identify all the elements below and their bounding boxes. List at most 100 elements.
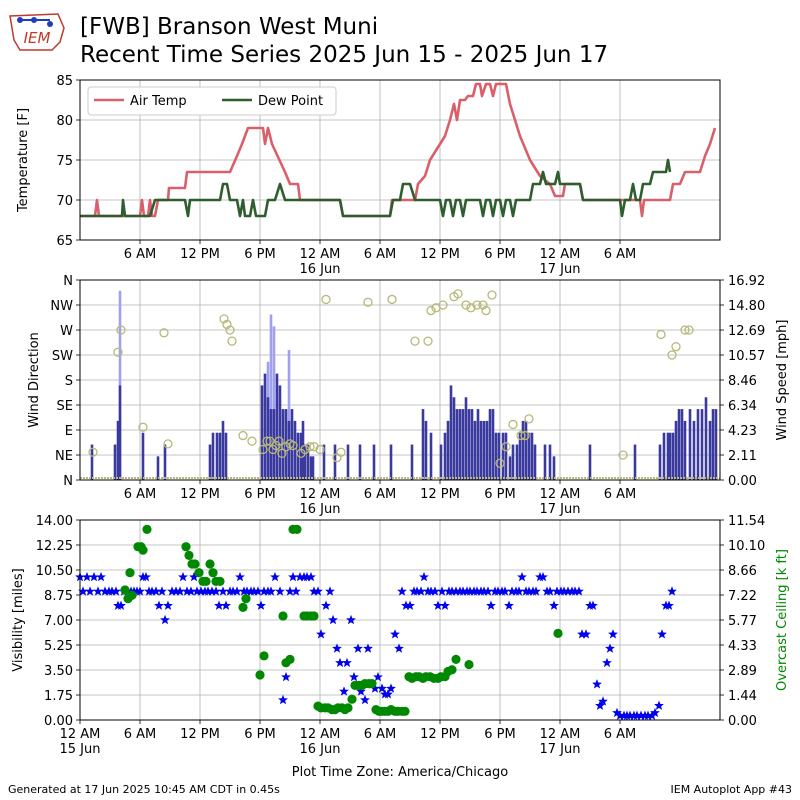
ceiling-dot	[278, 611, 288, 621]
visibility-star	[135, 586, 145, 596]
visibility-star	[390, 629, 400, 639]
visibility-star	[186, 586, 196, 596]
visibility-star	[664, 600, 674, 610]
wind-speed-bar	[287, 420, 291, 480]
ceiling-dot	[205, 559, 215, 569]
visibility-star	[514, 586, 524, 596]
wind-direction-point	[524, 414, 534, 424]
temp-legend	[87, 86, 337, 116]
wind-direction-point	[163, 439, 173, 449]
visibility-star	[171, 586, 181, 596]
y-tick-label: 85	[56, 74, 73, 89]
wind-speed-bar	[662, 432, 666, 480]
right-tick-label: 2.11	[728, 449, 757, 464]
visibility-star	[483, 586, 493, 596]
wind-speed-bar	[218, 432, 222, 480]
y-tick-label: 5.25	[44, 639, 73, 654]
visibility-star	[107, 586, 117, 596]
visibility-star	[342, 657, 352, 668]
logo-text: IEM	[24, 29, 51, 47]
y-tick-label: 0.00	[44, 714, 73, 729]
visibility-star	[157, 586, 167, 596]
wind-direction-point	[680, 325, 690, 335]
wind-speed-bar	[311, 456, 315, 480]
wind-direction-point	[481, 305, 491, 316]
wind-speed-bar	[211, 432, 215, 480]
visibility-star	[242, 586, 252, 596]
visibility-star	[147, 586, 157, 596]
wind-direction-point	[618, 450, 628, 460]
x-tick-label: 12 AM 17 Jun	[540, 247, 581, 277]
ceiling-dot	[343, 703, 353, 713]
visibility-axis-label: Visibility [miles]	[11, 568, 26, 671]
footer-app: IEM Autoplot App #43	[670, 783, 793, 796]
wind-speed-bar	[704, 397, 708, 480]
visibility-star	[313, 586, 323, 596]
visibility-star	[500, 586, 510, 596]
wind-speed-bar	[424, 420, 428, 480]
wind-speed-bar	[215, 432, 219, 480]
wind-speed-bar	[494, 432, 498, 480]
right-tick-label: 1.44	[728, 689, 757, 704]
y-tick-label: 10.50	[36, 564, 73, 579]
x-tick-label: 12 PM	[180, 727, 220, 742]
wind-speed-bar	[680, 409, 684, 480]
x-tick-label: 6 PM	[484, 727, 515, 742]
wind-speed-bar	[530, 432, 534, 480]
right-tick-label: 0.00	[728, 474, 757, 489]
wind-direction-point	[438, 300, 448, 310]
title-line-2: Recent Time Series 2025 Jun 15 - 2025 Ju…	[80, 42, 609, 68]
x-tick-label: 12 AM 15 Jun	[60, 727, 101, 757]
wind-direction-axis-label: Wind Direction	[27, 332, 42, 428]
visibility-star	[667, 586, 677, 596]
visibility-star	[281, 671, 291, 682]
y-tick-label: 75	[56, 154, 73, 169]
visibility-star	[285, 586, 295, 596]
wind-direction-point	[461, 300, 471, 310]
visibility-star	[335, 657, 345, 668]
visibility-star	[605, 643, 615, 653]
wind-direction-point	[495, 458, 505, 468]
visibility-star	[259, 586, 269, 596]
ceiling-dot	[120, 585, 130, 595]
wind-direction-point	[363, 297, 373, 307]
x-tick-label: 12 PM	[420, 727, 460, 742]
wind-gust-bar	[272, 326, 276, 480]
wind-speed-bar	[497, 432, 501, 480]
wind-speed-bar	[696, 409, 700, 480]
wind-direction-point	[671, 342, 681, 352]
right-tick-label: 5.77	[728, 614, 757, 629]
wind-direction-point	[300, 444, 310, 455]
ceiling-dot	[259, 651, 269, 661]
wind-speed-bar	[533, 444, 537, 480]
wind-speed-bar	[491, 409, 495, 480]
visibility-star	[632, 710, 642, 720]
wind-direction-point	[423, 336, 433, 346]
ceiling-dot	[553, 628, 563, 638]
ceiling-dot	[464, 659, 474, 670]
ceiling-dot	[241, 594, 251, 604]
x-tick-label: 12 AM 16 Jun	[300, 487, 341, 517]
wind-speed-bar	[156, 456, 160, 480]
visibility-star	[416, 586, 426, 596]
wind-speed-bar	[443, 432, 447, 480]
visibility-star	[595, 700, 605, 710]
visibility-star	[377, 683, 387, 693]
wind-speed-bar	[479, 420, 483, 480]
x-tick-label: 6 AM	[364, 727, 397, 742]
x-tick-label: 6 AM	[124, 487, 157, 502]
right-tick-label: 12.69	[728, 324, 765, 339]
x-tick-label: 6 AM	[604, 487, 637, 502]
right-tick-label: 14.80	[728, 299, 765, 314]
visibility-star	[531, 586, 541, 596]
wind-direction-point	[88, 447, 98, 457]
ceiling-dot	[292, 524, 302, 534]
visibility-star	[82, 571, 92, 582]
visibility-star	[309, 586, 319, 596]
visibility-star	[328, 614, 338, 625]
ceiling-dot	[201, 576, 211, 586]
x-tick-label: 6 PM	[244, 247, 275, 262]
ceiling-dot	[142, 524, 152, 534]
visibility-star	[419, 571, 429, 582]
wind-speed-bar	[306, 444, 310, 480]
